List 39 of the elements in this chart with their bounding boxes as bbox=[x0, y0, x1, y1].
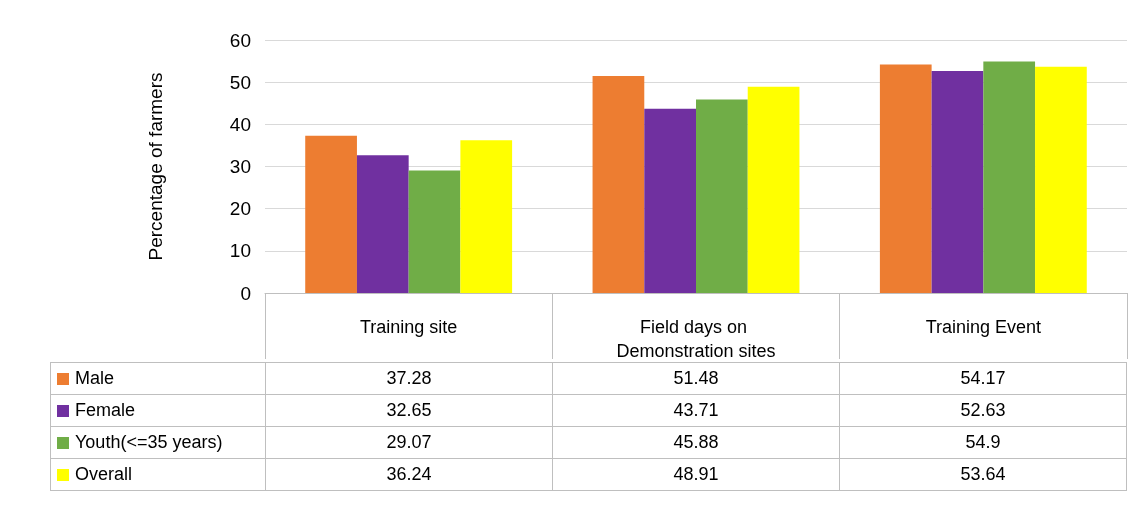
bar bbox=[460, 140, 513, 293]
data-label: 36.24 bbox=[265, 458, 553, 491]
y-tick-label: 20 bbox=[229, 198, 251, 220]
bar bbox=[1035, 66, 1087, 293]
data-label: 48.91 bbox=[552, 458, 840, 491]
y-tick-label: 30 bbox=[229, 156, 251, 177]
data-label: 45.88 bbox=[552, 426, 840, 459]
y-tick-label: 60 bbox=[229, 29, 251, 51]
legend-label: Youth(<=35 years) bbox=[75, 432, 223, 452]
data-label: 54.17 bbox=[839, 362, 1127, 395]
legend-label: Overall bbox=[75, 464, 133, 484]
y-tick-label: 50 bbox=[229, 71, 251, 93]
y-tick-label: 0 bbox=[240, 282, 251, 304]
data-label: 52.63 bbox=[839, 394, 1127, 427]
bar bbox=[931, 71, 984, 293]
data-label: 54.9 bbox=[839, 426, 1127, 459]
bar bbox=[983, 61, 1036, 293]
x-tick-label: Training site bbox=[359, 317, 458, 337]
legend-label: Male bbox=[75, 368, 115, 388]
data-label: 51.48 bbox=[552, 362, 840, 395]
x-tick-label: Field days on Demonstration sites bbox=[616, 317, 776, 361]
bar bbox=[592, 75, 645, 293]
bar bbox=[408, 170, 461, 293]
x-tick-label: Training Event bbox=[925, 317, 1042, 337]
data-label: 37.28 bbox=[265, 362, 553, 395]
data-label: 53.64 bbox=[839, 458, 1127, 491]
bar bbox=[879, 64, 932, 293]
legend-label: Female bbox=[75, 400, 136, 420]
y-axis-title: Percentage of farmers bbox=[145, 72, 166, 261]
data-label: 43.71 bbox=[552, 394, 840, 427]
bar bbox=[305, 135, 357, 293]
bar bbox=[644, 108, 696, 293]
y-tick-label: 10 bbox=[229, 240, 251, 262]
bar bbox=[356, 155, 409, 293]
bar bbox=[696, 99, 748, 293]
data-label: 32.65 bbox=[265, 394, 553, 427]
bar bbox=[747, 86, 800, 293]
y-tick-label: 40 bbox=[229, 113, 251, 135]
data-label: 29.07 bbox=[265, 426, 553, 459]
